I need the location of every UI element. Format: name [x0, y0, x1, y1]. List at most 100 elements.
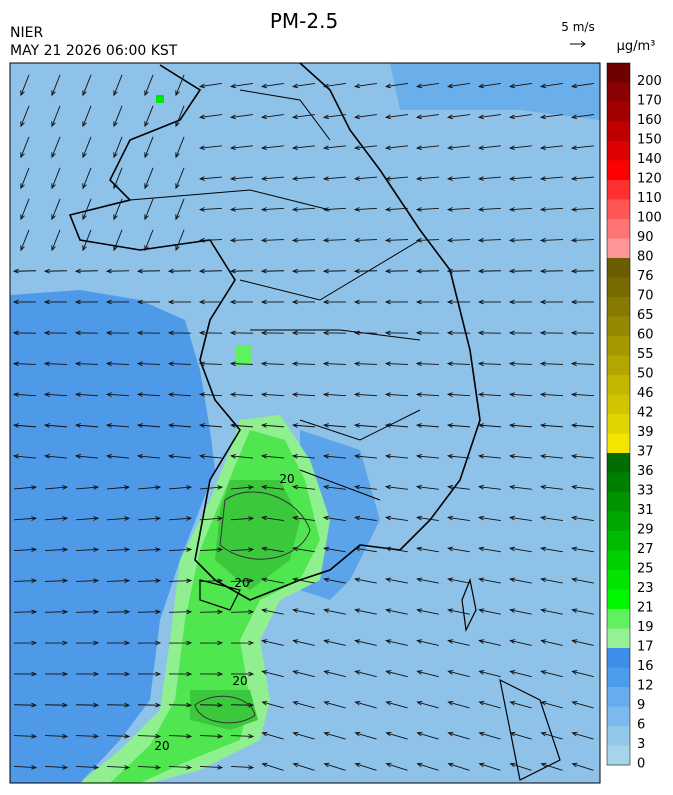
wind-arrow: [261, 577, 284, 584]
colorbar-cell: [607, 550, 630, 571]
wind-arrow: [82, 105, 92, 128]
wind-arrow: [415, 299, 440, 305]
wind-arrow: [477, 207, 502, 212]
wind-arrow: [508, 176, 532, 181]
wind-arrow: [20, 198, 30, 221]
wind-arrow: [291, 268, 316, 274]
wind-arrow: [539, 453, 563, 459]
colorbar-label: 60: [637, 328, 654, 343]
wind-arrow: [508, 484, 532, 490]
wind-arrow: [43, 423, 68, 428]
wind-arrow: [416, 577, 439, 584]
wind-arrow: [322, 145, 346, 151]
wind-arrow: [447, 670, 470, 678]
wind-arrow: [113, 229, 123, 252]
wind-arrow: [322, 207, 347, 212]
wind-arrow: [509, 670, 532, 678]
contour-line: [194, 491, 311, 724]
wind-arrow: [74, 453, 98, 459]
colorbar-label: 50: [637, 367, 654, 382]
wind-arrow: [446, 82, 470, 89]
wind-arrow: [229, 330, 254, 336]
wind-arrow: [260, 392, 285, 397]
wind-arrow: [198, 237, 223, 243]
wind-arrow: [477, 114, 501, 120]
wind-arrow: [167, 453, 191, 459]
wind-arrow: [168, 516, 193, 521]
wind-arrow: [13, 640, 38, 646]
wind-arrow: [76, 485, 100, 490]
wind-arrow: [384, 423, 409, 428]
wind-arrow: [136, 453, 160, 459]
colorbar-label: 9: [637, 698, 645, 713]
wind-arrow: [539, 392, 564, 397]
wind-arrow: [508, 330, 533, 336]
wind-arrow: [229, 145, 253, 151]
wind-arrow: [291, 176, 315, 181]
wind-arrow: [478, 670, 501, 678]
wind-arrow: [106, 671, 131, 677]
wind-arrow: [447, 546, 470, 553]
wind-arrow: [323, 731, 346, 740]
wind-arrow: [136, 268, 161, 274]
wind-arrow: [323, 762, 346, 771]
agency: NIER: [10, 25, 43, 41]
wind-arrow: [231, 485, 255, 490]
wind-arrow: [446, 453, 470, 459]
wind-arrow: [260, 515, 284, 522]
wind-arrow: [199, 733, 224, 739]
wind-arrow: [291, 237, 316, 243]
colorbar-cell: [607, 706, 630, 727]
wind-arrow: [478, 639, 501, 646]
wind-arrow: [570, 453, 594, 459]
wind-arrow: [75, 547, 100, 552]
wind-arrow: [43, 299, 68, 305]
wind-arrow: [540, 608, 563, 615]
colorbar-label: 80: [637, 250, 654, 265]
wind-arrow: [385, 608, 408, 615]
wind-arrow: [539, 268, 564, 274]
wind-arrow: [353, 392, 378, 397]
wind-arrow: [570, 515, 594, 522]
wind-arrow: [353, 145, 377, 151]
wind-arrow: [106, 609, 131, 615]
colorbar-label: 27: [637, 542, 654, 557]
wind-arrow: [446, 145, 470, 151]
wind-arrow: [107, 485, 131, 490]
wind-arrow: [353, 515, 377, 522]
map-field: 20 20 20 20: [10, 63, 600, 783]
wind-arrow: [291, 114, 315, 120]
wind-arrow: [291, 423, 316, 428]
wind-arrow: [540, 700, 563, 709]
wind-arrow: [539, 361, 564, 367]
wind-arrow: [477, 392, 502, 397]
colorbar-label: 36: [637, 464, 654, 479]
wind-arrow: [322, 114, 346, 120]
wind-arrow: [260, 207, 285, 212]
wind-arrow: [167, 392, 192, 397]
wind-arrow: [75, 702, 100, 708]
wind-arrow: [292, 670, 315, 678]
wind-arrow: [199, 516, 224, 521]
wind-arrow: [292, 731, 315, 740]
wind-arrow: [446, 515, 470, 522]
wind-arrow: [415, 207, 440, 212]
wind-arrow: [136, 392, 161, 397]
wind-arrow: [82, 136, 92, 159]
wind-arrow: [570, 484, 594, 490]
colorbar-cell: [607, 726, 630, 746]
wind-arrow: [354, 762, 377, 771]
wind-arrow: [384, 237, 409, 243]
wind-arrow: [75, 764, 100, 770]
wind-arrow: [353, 176, 377, 181]
wind-arrow: [385, 546, 408, 553]
colorbar-label: 76: [637, 269, 654, 284]
wind-arrow: [508, 453, 532, 459]
wind-arrow: [447, 731, 470, 740]
wind-arrow: [354, 608, 377, 615]
colorbar-label: 19: [637, 620, 654, 635]
wind-arrow: [136, 330, 161, 336]
wind-arrow: [415, 82, 439, 89]
wind-arrow: [167, 330, 192, 336]
wind-arrow: [571, 700, 594, 709]
